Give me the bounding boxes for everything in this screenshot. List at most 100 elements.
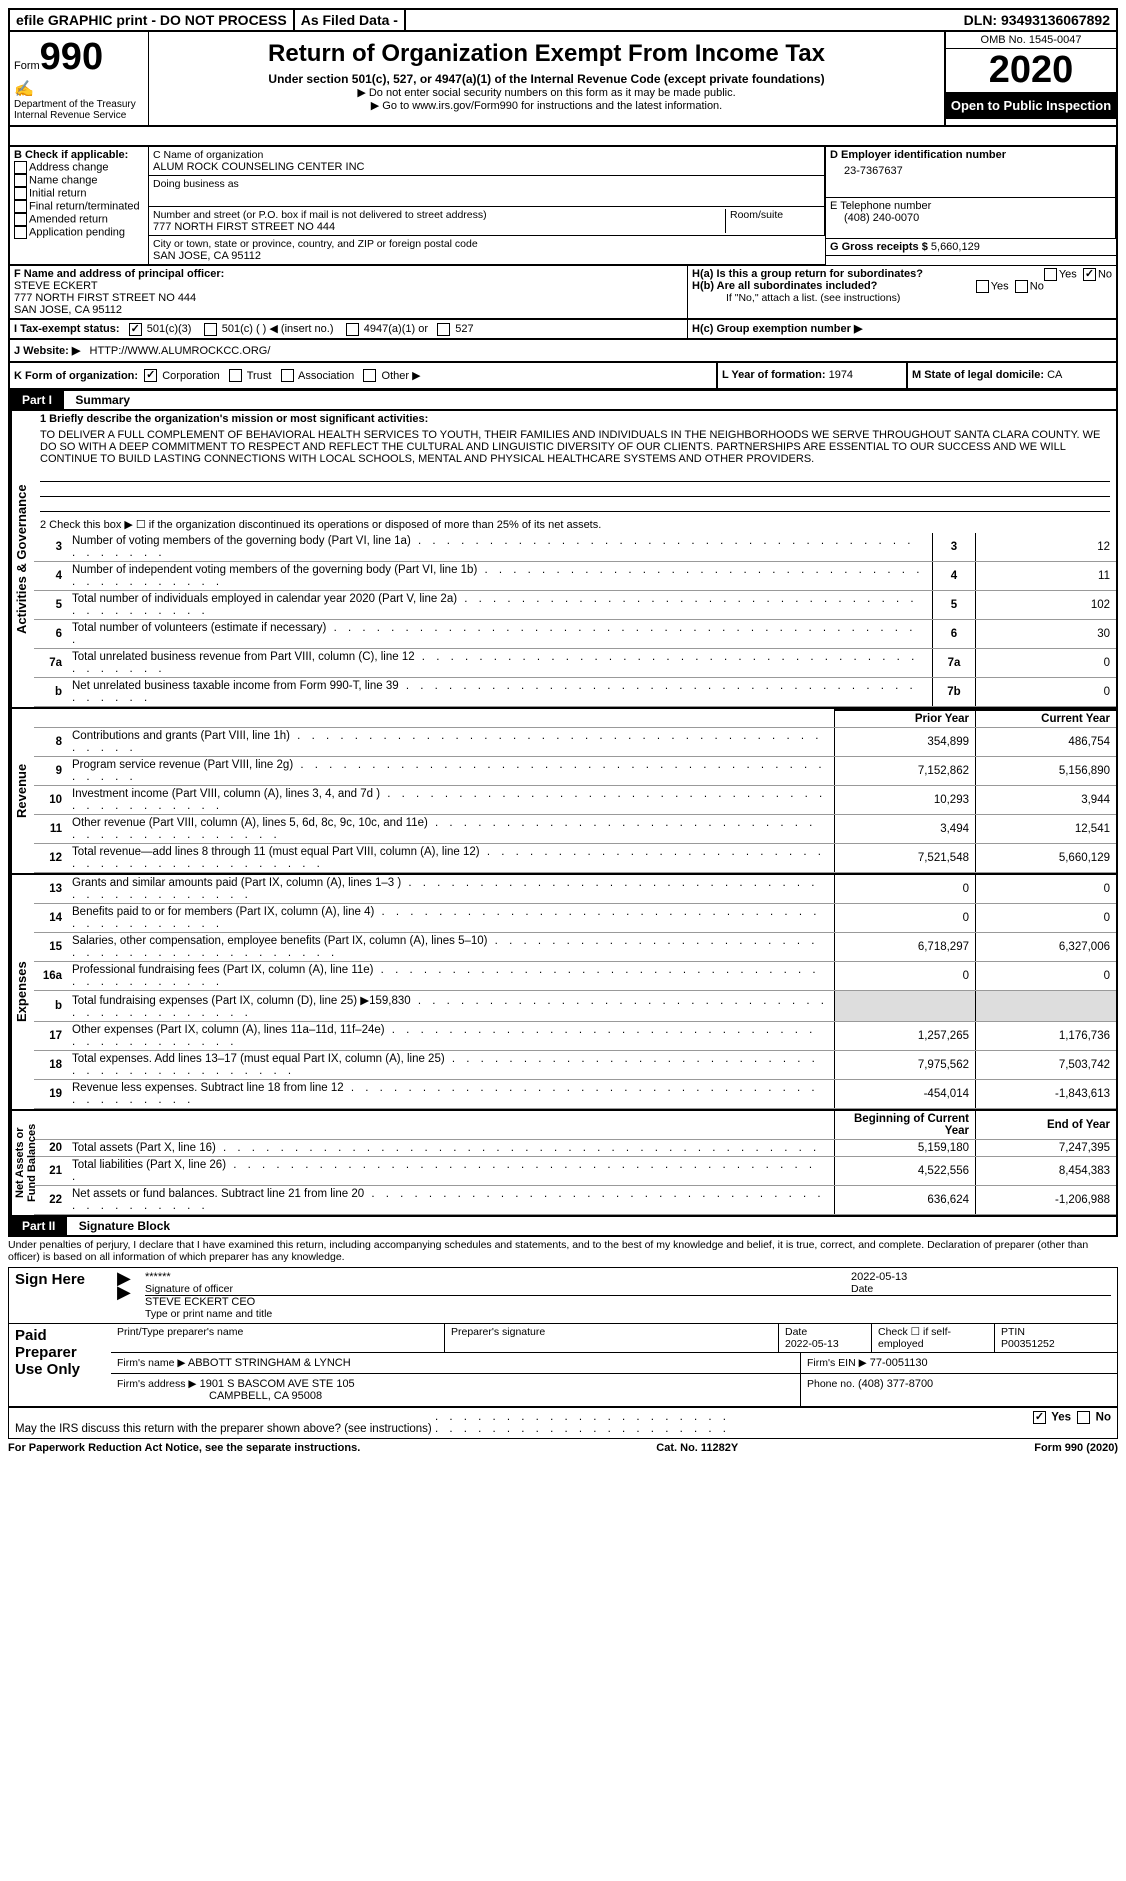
efile-notice: efile GRAPHIC print - DO NOT PROCESS bbox=[10, 10, 295, 30]
chk-trust[interactable] bbox=[229, 369, 242, 382]
table-row: 14Benefits paid to or for members (Part … bbox=[34, 904, 1116, 933]
org-name: ALUM ROCK COUNSELING CENTER INC bbox=[153, 161, 820, 173]
chk-corp[interactable] bbox=[144, 369, 157, 382]
h-b-note: If "No," attach a list. (see instruction… bbox=[692, 292, 1112, 304]
penalty-text: Under penalties of perjury, I declare th… bbox=[8, 1237, 1118, 1267]
chk-4947[interactable] bbox=[346, 323, 359, 336]
line2: 2 Check this box ▶ ☐ if the organization… bbox=[34, 512, 1116, 533]
net-table: Beginning of Current Year End of Year 20… bbox=[34, 1111, 1116, 1215]
chk-527[interactable] bbox=[437, 323, 450, 336]
street: 777 NORTH FIRST STREET NO 444 bbox=[153, 221, 725, 233]
col-end: End of Year bbox=[976, 1111, 1117, 1140]
self-employed: Check ☐ if self-employed bbox=[872, 1324, 995, 1352]
sig-officer-label: Signature of officer bbox=[145, 1283, 233, 1295]
section-governance: Activities & Governance 1 Briefly descri… bbox=[8, 411, 1118, 709]
part1-header: Part I Summary bbox=[8, 391, 1118, 411]
ha-yes[interactable] bbox=[1044, 268, 1057, 281]
chk-assoc[interactable] bbox=[281, 369, 294, 382]
gov-table: 3Number of voting members of the governi… bbox=[34, 533, 1116, 707]
phone: (408) 240-0070 bbox=[830, 212, 1111, 224]
discuss-no[interactable] bbox=[1077, 1411, 1090, 1424]
chk-app-pending[interactable] bbox=[14, 226, 27, 239]
org-info-grid: B Check if applicable: Address change Na… bbox=[8, 147, 1118, 391]
table-row: 7aTotal unrelated business revenue from … bbox=[34, 649, 1116, 678]
street-label: Number and street (or P.O. box if mail i… bbox=[153, 209, 725, 221]
form-header: Form990 ✍ Department of the Treasury Int… bbox=[8, 32, 1118, 127]
officer-name-title: STEVE ECKERT CEO bbox=[145, 1296, 255, 1308]
col-current: Current Year bbox=[976, 710, 1117, 728]
discuss-yes[interactable] bbox=[1033, 1411, 1046, 1424]
table-row: 13Grants and similar amounts paid (Part … bbox=[34, 875, 1116, 904]
chk-name-change[interactable] bbox=[14, 174, 27, 187]
chk-address-change[interactable] bbox=[14, 161, 27, 174]
table-row: 19Revenue less expenses. Subtract line 1… bbox=[34, 1080, 1116, 1109]
h-c: H(c) Group exemption number ▶ bbox=[692, 323, 862, 335]
hb-yes[interactable] bbox=[976, 280, 989, 293]
type-name-label: Type or print name and title bbox=[145, 1308, 272, 1320]
h-b: H(b) Are all subordinates included? Yes … bbox=[692, 280, 1112, 292]
dln: DLN: 93493136067892 bbox=[958, 10, 1116, 30]
firm-ein: 77-0051130 bbox=[870, 1357, 928, 1369]
chk-501c3[interactable] bbox=[129, 323, 142, 336]
form-title: Return of Organization Exempt From Incom… bbox=[161, 40, 932, 68]
part2-header: Part II Signature Block bbox=[8, 1217, 1118, 1237]
g-label: G Gross receipts $ bbox=[830, 241, 928, 253]
section-b: B Check if applicable: Address change Na… bbox=[10, 147, 149, 265]
exp-table: 13Grants and similar amounts paid (Part … bbox=[34, 875, 1116, 1109]
table-row: 22Net assets or fund balances. Subtract … bbox=[34, 1186, 1116, 1215]
form-link-line: ▶ Go to www.irs.gov/Form990 for instruct… bbox=[161, 99, 932, 112]
section-net-assets: Net Assets or Fund Balances Beginning of… bbox=[8, 1111, 1118, 1217]
prep-sig-label: Preparer's signature bbox=[445, 1324, 779, 1352]
table-row: 20Total assets (Part X, line 16)5,159,18… bbox=[34, 1140, 1116, 1157]
form-footer: Form 990 (2020) bbox=[1034, 1442, 1118, 1454]
col-begin: Beginning of Current Year bbox=[835, 1111, 976, 1140]
h-a: H(a) Is this a group return for subordin… bbox=[692, 268, 1112, 280]
dept-treasury: Department of the Treasury bbox=[14, 99, 144, 110]
table-row: 18Total expenses. Add lines 13–17 (must … bbox=[34, 1051, 1116, 1080]
open-to-public: Open to Public Inspection bbox=[946, 92, 1116, 119]
section-expenses: Expenses 13Grants and similar amounts pa… bbox=[8, 875, 1118, 1111]
table-row: 4Number of independent voting members of… bbox=[34, 562, 1116, 591]
cat-no: Cat. No. 11282Y bbox=[656, 1442, 738, 1454]
sign-here-label: Sign Here bbox=[9, 1268, 111, 1323]
f-label: F Name and address of principal officer: bbox=[14, 268, 683, 280]
chk-amended[interactable] bbox=[14, 213, 27, 226]
sig-date-label: Date bbox=[851, 1283, 873, 1295]
chk-other[interactable] bbox=[363, 369, 376, 382]
dba-label: Doing business as bbox=[153, 178, 820, 190]
table-row: 17Other expenses (Part IX, column (A), l… bbox=[34, 1022, 1116, 1051]
table-row: 15Salaries, other compensation, employee… bbox=[34, 933, 1116, 962]
room-label: Room/suite bbox=[730, 209, 820, 221]
side-expenses: Expenses bbox=[10, 875, 34, 1109]
discuss-row: May the IRS discuss this return with the… bbox=[8, 1408, 1118, 1439]
hb-no[interactable] bbox=[1015, 280, 1028, 293]
city: SAN JOSE, CA 95112 bbox=[153, 250, 821, 262]
irs-link[interactable]: www.irs.gov/Form990 bbox=[412, 100, 518, 112]
tax-year: 2020 bbox=[946, 49, 1116, 92]
as-filed: As Filed Data - bbox=[295, 10, 406, 30]
form-subtitle: Under section 501(c), 527, or 4947(a)(1)… bbox=[161, 72, 932, 86]
chk-initial-return[interactable] bbox=[14, 187, 27, 200]
domicile: CA bbox=[1047, 369, 1062, 381]
i-label: I Tax-exempt status: bbox=[14, 323, 120, 335]
form-note-ssn: ▶ Do not enter social security numbers o… bbox=[161, 86, 932, 99]
table-row: 5Total number of individuals employed in… bbox=[34, 591, 1116, 620]
prep-name-label: Print/Type preparer's name bbox=[111, 1324, 445, 1352]
table-row: 9Program service revenue (Part VIII, lin… bbox=[34, 757, 1116, 786]
side-net: Net Assets or Fund Balances bbox=[10, 1111, 34, 1215]
side-governance: Activities & Governance bbox=[10, 411, 34, 707]
line1-label: 1 Briefly describe the organization's mi… bbox=[40, 413, 428, 425]
ein: 23-7367637 bbox=[830, 161, 1111, 177]
ha-no[interactable] bbox=[1083, 268, 1096, 281]
chk-final-return[interactable] bbox=[14, 200, 27, 213]
website: HTTP://WWW.ALUMROCKCC.ORG/ bbox=[90, 345, 271, 357]
chk-501c[interactable] bbox=[204, 323, 217, 336]
officer-name: STEVE ECKERT bbox=[14, 280, 683, 292]
col-prior: Prior Year bbox=[835, 710, 976, 728]
l-label: L Year of formation: bbox=[722, 369, 826, 381]
m-label: M State of legal domicile: bbox=[912, 369, 1044, 381]
table-row: 16aProfessional fundraising fees (Part I… bbox=[34, 962, 1116, 991]
firm-addr2: CAMPBELL, CA 95008 bbox=[117, 1390, 322, 1402]
firm-name: ABBOTT STRINGHAM & LYNCH bbox=[188, 1357, 351, 1369]
officer-city: SAN JOSE, CA 95112 bbox=[14, 304, 683, 316]
